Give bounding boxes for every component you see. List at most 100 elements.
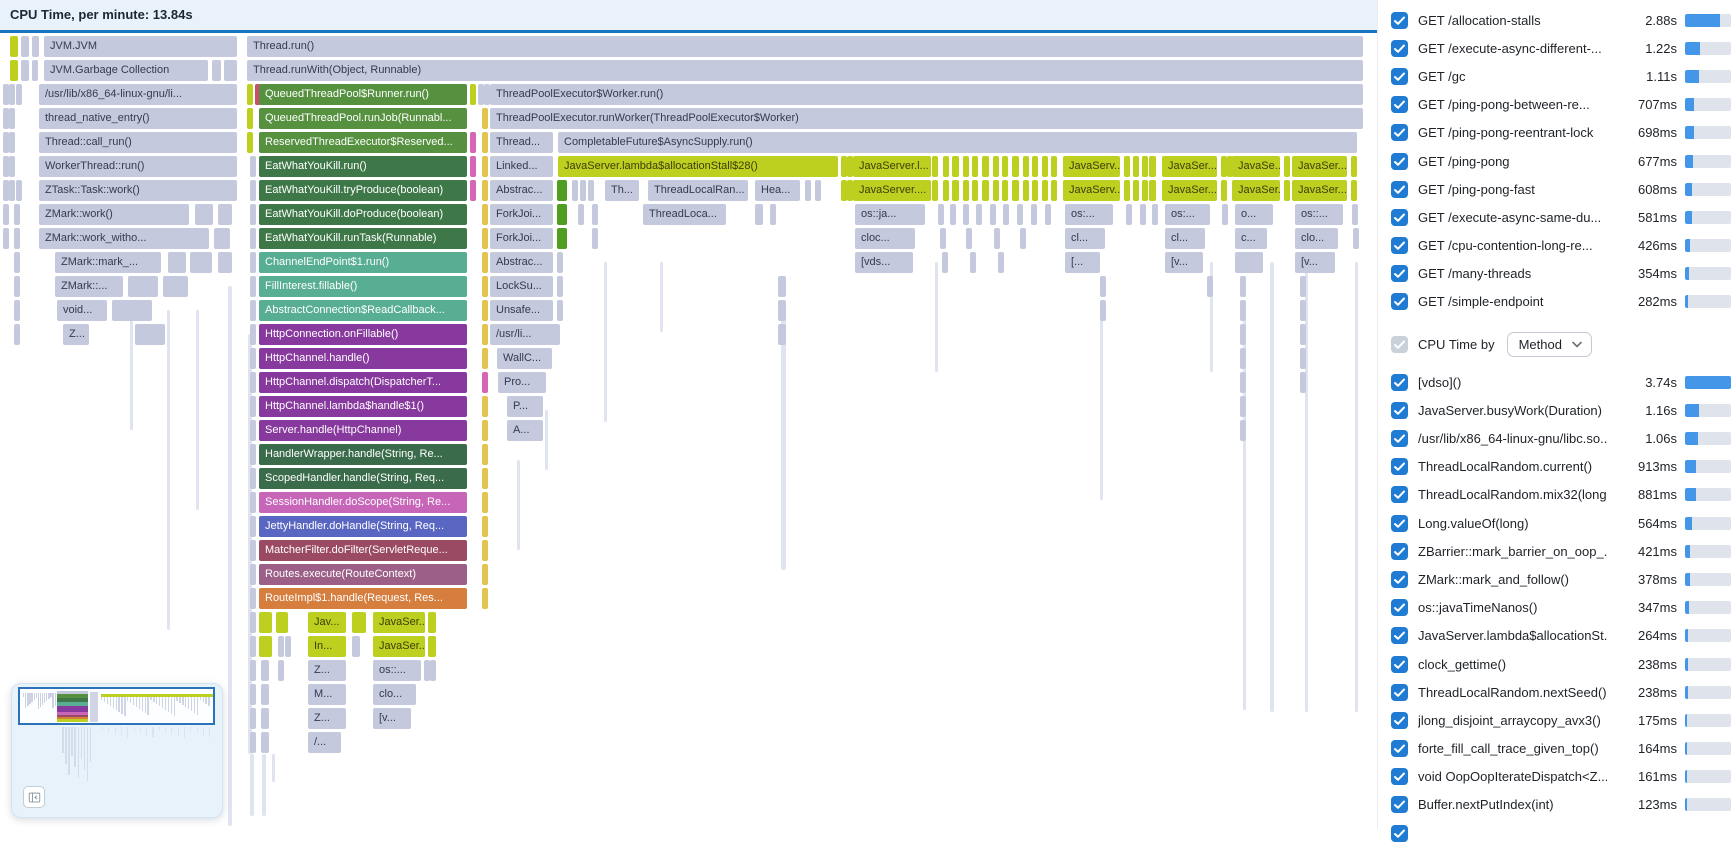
flame-frame[interactable]: JVM.Garbage Collection <box>44 60 208 81</box>
flame-frame[interactable] <box>952 180 959 201</box>
checkbox-checked[interactable] <box>1391 152 1408 170</box>
flame-frame[interactable] <box>1149 156 1156 177</box>
flame-frame[interactable] <box>963 204 969 225</box>
flame-frame[interactable] <box>14 276 20 297</box>
flame-frame[interactable] <box>847 180 853 201</box>
flame-frame[interactable] <box>841 156 847 177</box>
flame-frame[interactable]: EatWhatYouKill.run() <box>259 156 467 177</box>
flame-frame[interactable] <box>482 204 488 225</box>
flame-frame[interactable]: ZMark::... <box>55 276 123 297</box>
flame-frame[interactable] <box>250 660 256 681</box>
flame-frame[interactable] <box>9 180 15 201</box>
flame-frame[interactable] <box>557 300 563 321</box>
checkbox-checked[interactable] <box>1391 124 1408 142</box>
flame-frame[interactable]: clo... <box>1295 228 1338 249</box>
flame-frame[interactable]: WallC... <box>497 348 552 369</box>
flame-frame[interactable]: Pro... <box>498 372 546 393</box>
flame-frame[interactable] <box>482 396 488 417</box>
flame-frame[interactable] <box>482 180 488 201</box>
flame-frame[interactable] <box>1031 204 1037 225</box>
flame-frame[interactable] <box>778 324 786 345</box>
flame-frame[interactable] <box>592 204 598 225</box>
minimap-viewport[interactable] <box>18 687 215 725</box>
flame-frame[interactable] <box>470 84 476 105</box>
flame-frame[interactable] <box>482 516 488 537</box>
flame-frame[interactable] <box>982 180 989 201</box>
flame-frame[interactable] <box>1240 396 1246 417</box>
flame-frame[interactable] <box>1300 324 1306 345</box>
flame-frame[interactable]: LockSu... <box>490 276 553 297</box>
flame-frame[interactable]: JavaSer... <box>373 636 425 657</box>
flame-frame[interactable] <box>938 204 944 225</box>
checkbox-checked[interactable] <box>1391 373 1408 391</box>
flame-frame[interactable]: ThreadLoca... <box>643 204 726 225</box>
flame-frame[interactable] <box>250 372 256 393</box>
cpu-time-by-checkbox[interactable] <box>1391 335 1408 353</box>
flame-frame[interactable]: JavaSer... <box>1162 180 1217 201</box>
flame-frame[interactable] <box>482 324 488 345</box>
flame-frame[interactable] <box>482 132 488 153</box>
flame-frame[interactable] <box>21 60 29 81</box>
flame-frame[interactable] <box>482 564 488 585</box>
flame-frame[interactable] <box>470 132 476 153</box>
flame-frame[interactable]: EatWhatYouKill.runTask(Runnable) <box>259 228 467 249</box>
flame-frame[interactable]: Thread... <box>490 132 553 153</box>
flame-frame[interactable] <box>1240 276 1246 297</box>
flame-frame[interactable] <box>940 228 946 249</box>
flame-frame[interactable] <box>14 228 20 249</box>
flame-frame[interactable]: o... <box>1235 204 1273 225</box>
flame-frame[interactable] <box>1300 300 1306 321</box>
minimap[interactable] <box>11 683 223 818</box>
flame-frame[interactable]: ChannelEndPoint$1.run() <box>259 252 467 273</box>
flame-frame[interactable] <box>572 180 578 201</box>
flame-frame[interactable] <box>1227 156 1233 177</box>
flame-frame[interactable] <box>285 636 291 657</box>
checkbox-checked[interactable] <box>1391 96 1408 114</box>
flame-frame[interactable] <box>250 204 256 225</box>
flame-frame[interactable] <box>250 444 256 465</box>
flame-frame[interactable] <box>993 156 999 177</box>
flame-frame[interactable] <box>250 180 256 201</box>
flame-frame[interactable]: ThreadPoolExecutor$Worker.run() <box>490 84 1363 105</box>
flame-frame[interactable]: Thread::call_run() <box>39 132 237 153</box>
flame-frame[interactable] <box>1240 348 1246 369</box>
flame-frame[interactable] <box>993 180 999 201</box>
flame-frame[interactable] <box>1222 204 1228 225</box>
flame-frame[interactable] <box>212 60 221 81</box>
flame-frame[interactable] <box>250 348 256 369</box>
flame-frame[interactable] <box>1221 156 1227 177</box>
flame-frame[interactable] <box>278 660 284 681</box>
flame-frame[interactable] <box>250 276 256 297</box>
flame-frame[interactable]: P... <box>507 396 543 417</box>
flame-frame[interactable]: JavaSer... <box>1232 180 1280 201</box>
checkbox-checked[interactable] <box>1391 711 1408 729</box>
checkbox-checked[interactable] <box>1391 458 1408 476</box>
flame-frame[interactable] <box>276 612 288 633</box>
flame-frame[interactable] <box>847 156 853 177</box>
flame-frame[interactable] <box>1352 204 1358 225</box>
flame-frame[interactable] <box>112 300 152 321</box>
flame-frame[interactable] <box>1126 204 1132 225</box>
flame-frame[interactable] <box>1152 204 1158 225</box>
flame-frame[interactable] <box>972 156 978 177</box>
flame-frame[interactable] <box>9 132 15 153</box>
flame-frame[interactable] <box>14 300 20 321</box>
flame-frame[interactable]: Routes.execute(RouteContext) <box>259 564 467 585</box>
flame-frame[interactable]: os::ja... <box>855 204 925 225</box>
flame-frame[interactable] <box>1002 180 1008 201</box>
flame-frame[interactable]: Thread.run() <box>247 36 1363 57</box>
flame-frame[interactable] <box>482 300 488 321</box>
flame-frame[interactable] <box>1351 156 1357 177</box>
flame-frame[interactable] <box>250 612 256 633</box>
flame-frame[interactable]: ForkJoi... <box>490 204 553 225</box>
flame-frame[interactable] <box>963 156 969 177</box>
flame-frame[interactable]: ZMark::work() <box>39 204 189 225</box>
checkbox-checked[interactable] <box>1391 39 1408 57</box>
flame-frame[interactable] <box>950 204 956 225</box>
flame-frame[interactable]: HandlerWrapper.handle(String, Re... <box>259 444 467 465</box>
flame-frame[interactable] <box>128 276 158 297</box>
flame-frame[interactable] <box>1002 156 1008 177</box>
flame-frame[interactable] <box>482 468 488 489</box>
flame-frame[interactable] <box>250 540 256 561</box>
flame-frame[interactable] <box>1045 204 1051 225</box>
